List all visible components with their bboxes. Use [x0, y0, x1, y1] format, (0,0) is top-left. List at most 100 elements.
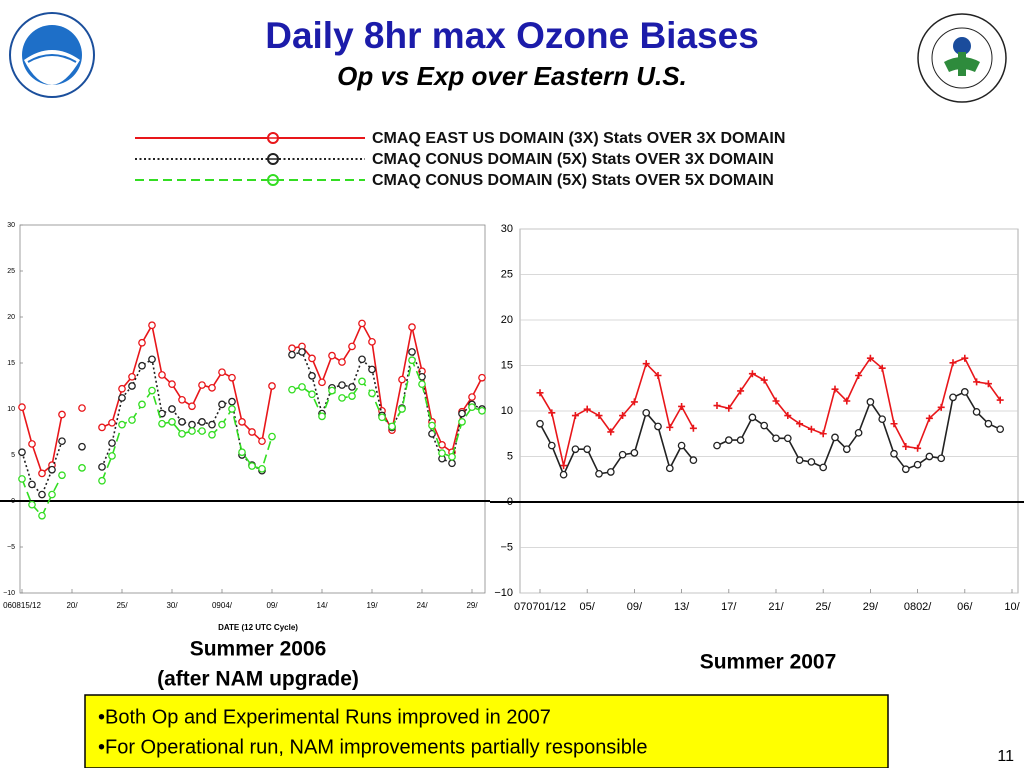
data-point [368, 337, 376, 346]
data-point [178, 418, 186, 426]
legend-label: CMAQ CONUS DOMAIN (5X) Stats OVER 5X DOM… [372, 172, 774, 189]
data-point [772, 397, 780, 405]
series-line [21, 357, 483, 518]
y-tick-label: 10 [7, 406, 15, 413]
data-point [973, 378, 981, 386]
data-point [28, 500, 36, 509]
y-tick-label: 15 [7, 360, 15, 367]
x-tick-label: 30/ [166, 601, 178, 610]
data-point [58, 471, 66, 480]
data-point [937, 403, 945, 411]
data-point [408, 323, 416, 331]
data-point [308, 372, 316, 380]
data-point [536, 419, 544, 428]
data-point [642, 408, 651, 417]
x-tick-label: 29/ [863, 601, 879, 613]
data-point [448, 452, 456, 461]
data-point [428, 421, 436, 430]
y-tick-label: 5 [507, 450, 513, 462]
data-point [78, 442, 86, 451]
epa-logo [917, 13, 1007, 103]
data-point [348, 392, 356, 400]
data-point [368, 365, 376, 374]
data-point [218, 368, 226, 377]
data-point [772, 434, 780, 443]
data-point [338, 358, 346, 366]
data-point [18, 475, 26, 483]
data-point [28, 480, 36, 489]
slide-subtitle: Op vs Exp over Eastern U.S. [337, 61, 687, 91]
data-point [925, 414, 933, 422]
data-point [168, 405, 176, 413]
data-point [308, 390, 316, 399]
data-point [819, 463, 828, 472]
data-point [108, 418, 116, 427]
data-point [38, 511, 46, 520]
data-point [736, 436, 745, 444]
data-point [448, 459, 456, 468]
data-point [807, 425, 815, 433]
data-point [198, 418, 206, 426]
data-point [902, 442, 910, 450]
legend: CMAQ EAST US DOMAIN (3X) Stats OVER 3X D… [135, 130, 785, 189]
data-point [984, 419, 993, 428]
data-point [925, 452, 934, 461]
data-point [559, 470, 568, 479]
data-point [949, 359, 957, 367]
data-point [208, 420, 216, 429]
data-point [208, 383, 216, 392]
data-point [458, 409, 466, 418]
chart-caption-note: (after NAM upgrade) [157, 668, 359, 691]
x-tick-label: 25/ [816, 601, 832, 613]
data-point [108, 452, 116, 460]
x-tick-label: 17/ [721, 601, 737, 613]
data-point [630, 449, 639, 457]
y-tick-label: 15 [501, 359, 513, 371]
data-point [960, 388, 969, 396]
y-tick-label: −5 [7, 544, 15, 551]
noaa-logo [9, 12, 95, 98]
data-point [188, 420, 196, 429]
data-point [378, 413, 386, 422]
data-point [28, 440, 36, 448]
data-point [478, 406, 486, 415]
data-point [901, 465, 910, 474]
data-point [984, 380, 992, 388]
data-point [38, 490, 46, 499]
plot-frame [19, 224, 486, 594]
data-point [607, 428, 615, 436]
data-point [913, 460, 922, 469]
x-tick-label: 14/ [316, 601, 328, 610]
data-point [128, 372, 136, 381]
data-point [308, 354, 316, 363]
y-tick-label: 25 [501, 268, 513, 280]
data-point [795, 456, 804, 464]
x-tick-label: 24/ [416, 601, 428, 610]
note-box [84, 694, 889, 768]
data-point [288, 344, 296, 353]
x-tick-label: 21/ [768, 601, 784, 613]
data-point [208, 430, 216, 439]
data-point [654, 372, 662, 380]
data-point [677, 441, 686, 450]
data-point [338, 381, 346, 389]
data-point [198, 427, 206, 435]
data-point [288, 385, 296, 394]
data-point [595, 469, 603, 478]
data-point [188, 402, 196, 411]
data-point [358, 377, 366, 386]
data-point [796, 420, 804, 428]
data-point [258, 464, 266, 473]
data-point [128, 416, 136, 424]
x-tick-label: 09/ [266, 601, 278, 610]
data-point [138, 361, 146, 370]
data-point [689, 456, 698, 464]
data-point [583, 405, 591, 413]
data-point [842, 445, 851, 454]
bullet: •For Operational run, NAM improvements p… [98, 736, 647, 758]
data-point [328, 386, 336, 395]
data-point [78, 404, 86, 412]
x-tick-label: 20/ [66, 601, 78, 610]
data-point [438, 449, 446, 458]
